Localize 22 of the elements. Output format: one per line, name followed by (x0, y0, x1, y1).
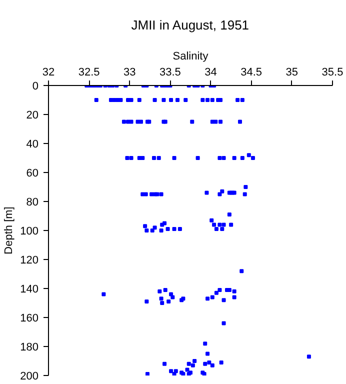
y-tick-label: 100 (20, 226, 39, 238)
x-tick-label: 33 (124, 66, 136, 78)
y-tick-label: 60 (26, 168, 39, 180)
x-tick-label: 33.5 (160, 66, 181, 78)
y-axis-title: Depth [m] (3, 206, 16, 254)
x-tick-label: 32.5 (78, 66, 100, 78)
y-tick-label: 0 (32, 80, 39, 92)
x-axis-title: Salinity (172, 50, 209, 62)
x-tick-label: 34 (204, 66, 217, 78)
x-tick-label: 35.5 (322, 66, 344, 78)
y-tick-label: 40 (26, 138, 39, 150)
y-tick-label: 180 (20, 342, 39, 354)
y-tick-label: 200 (20, 370, 39, 382)
x-tick-label: 34.5 (240, 66, 262, 78)
x-tick-label: 32 (42, 66, 55, 78)
x-tick-label: 35 (286, 66, 298, 78)
y-tick-label: 160 (20, 312, 39, 324)
y-tick-label: 80 (26, 196, 39, 208)
y-tick-label: 120 (20, 254, 39, 266)
y-tick-label: 140 (20, 284, 39, 296)
chart-title: JMII in August, 1951 (131, 18, 250, 32)
y-tick-label: 20 (26, 110, 39, 122)
